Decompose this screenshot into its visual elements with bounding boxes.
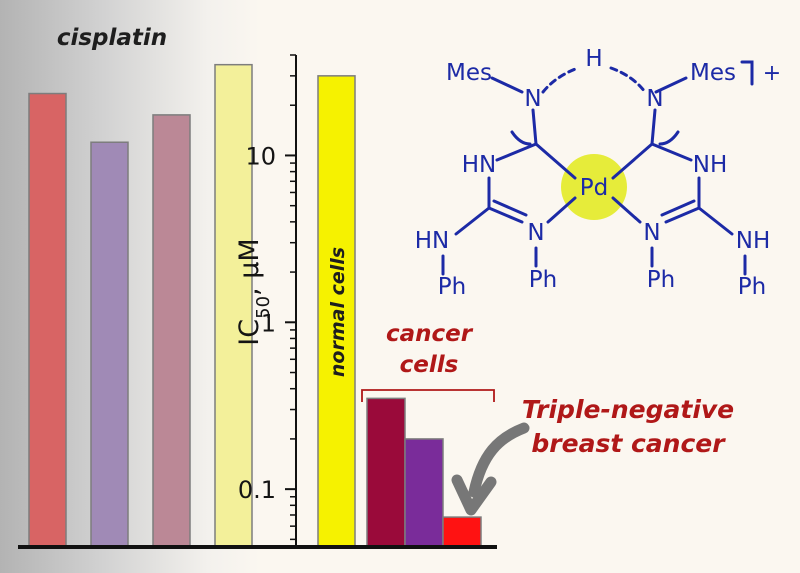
annotation-arrow-shaft — [468, 422, 530, 498]
ph-mid-left: Ph — [529, 267, 557, 293]
bridge-h: H — [585, 46, 602, 72]
y-tick-label: 0.1 — [238, 476, 276, 504]
nh-upper-right: NH — [693, 152, 728, 178]
annotation-line2: breast cancer — [531, 429, 726, 458]
cisplatin-label: cisplatin — [57, 25, 167, 51]
bar-cisplatin-2 — [90, 141, 129, 548]
bars-layer — [28, 63, 482, 548]
ph-mid-right: Ph — [647, 267, 675, 293]
structure-labels: Mes Mes H N N HN NH Pd N N HN NH Ph Ph P… — [415, 46, 781, 300]
n-mid-right: N — [643, 220, 660, 246]
cancer-label-line1: cancer — [386, 321, 474, 347]
normal-cells-label: normal cells — [327, 247, 349, 377]
charge: + — [763, 61, 781, 86]
n-mid-left: N — [527, 220, 544, 246]
bar-cancer-cells-3 — [442, 516, 482, 548]
annotation-arrow-head — [451, 474, 497, 516]
mes-right: Mes — [690, 60, 736, 86]
annotation-line1: Triple-negative — [522, 395, 734, 424]
ph-lower-right: Ph — [738, 274, 766, 300]
y-axis-title: IC50, μM — [234, 238, 274, 345]
bar-cisplatin-3 — [152, 114, 191, 548]
hn-upper-left: HN — [462, 152, 497, 178]
nh-lower-right: NH — [736, 228, 771, 254]
mes-left: Mes — [446, 60, 492, 86]
hn-lower-left: HN — [415, 228, 450, 254]
ph-lower-left: Ph — [438, 274, 466, 300]
bar-cancer-cells-2 — [404, 438, 444, 548]
pd-complex-structure — [441, 60, 754, 276]
n-top-right: N — [646, 86, 663, 112]
bar-cisplatin-4 — [214, 63, 253, 548]
pd-glow — [561, 154, 627, 220]
cancer-bracket — [361, 389, 495, 402]
y-tick-label: 10 — [245, 142, 276, 170]
bar-cisplatin-1 — [28, 92, 67, 548]
pd-label: Pd — [580, 175, 608, 201]
y-tick-label: 1 — [261, 309, 276, 337]
bar-cancer-cells-1 — [366, 397, 406, 548]
n-top-left: N — [524, 86, 541, 112]
cancer-label-line2: cells — [400, 352, 459, 378]
axes-layer: 10 1 0.1 — [18, 54, 497, 549]
